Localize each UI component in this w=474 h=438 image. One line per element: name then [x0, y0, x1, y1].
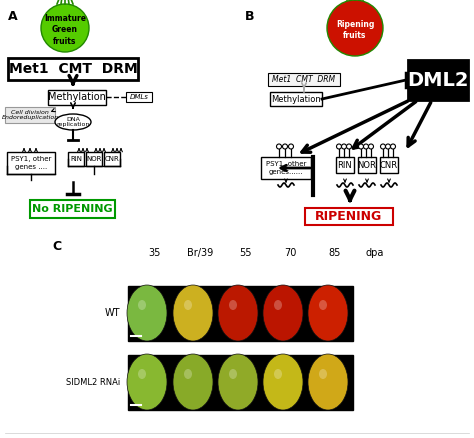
- Ellipse shape: [218, 285, 258, 341]
- FancyBboxPatch shape: [68, 152, 84, 166]
- Text: DMLs: DMLs: [129, 94, 148, 100]
- Text: PSY1, other
genes......: PSY1, other genes......: [266, 161, 306, 175]
- Circle shape: [41, 4, 89, 52]
- Ellipse shape: [274, 300, 282, 310]
- FancyBboxPatch shape: [261, 157, 311, 179]
- Text: No RIPENING: No RIPENING: [32, 204, 112, 214]
- Text: DML2: DML2: [407, 71, 469, 89]
- Text: DNA
replication: DNA replication: [56, 117, 90, 127]
- Text: 55: 55: [239, 248, 251, 258]
- Circle shape: [368, 144, 374, 149]
- Circle shape: [327, 0, 383, 56]
- Text: Methylation: Methylation: [48, 92, 106, 102]
- Ellipse shape: [229, 369, 237, 379]
- Ellipse shape: [274, 369, 282, 379]
- FancyBboxPatch shape: [128, 286, 353, 341]
- Circle shape: [385, 144, 391, 149]
- FancyBboxPatch shape: [380, 157, 398, 173]
- Circle shape: [391, 144, 395, 149]
- Circle shape: [364, 144, 368, 149]
- Ellipse shape: [319, 369, 327, 379]
- FancyBboxPatch shape: [104, 152, 120, 166]
- Ellipse shape: [173, 354, 213, 410]
- Text: 70: 70: [284, 248, 296, 258]
- FancyBboxPatch shape: [305, 208, 393, 225]
- Text: 35: 35: [149, 248, 161, 258]
- FancyBboxPatch shape: [5, 107, 55, 123]
- Circle shape: [381, 144, 385, 149]
- Ellipse shape: [308, 354, 348, 410]
- Ellipse shape: [184, 300, 192, 310]
- Text: RIN: RIN: [337, 160, 352, 170]
- FancyBboxPatch shape: [86, 152, 102, 166]
- Text: 85: 85: [329, 248, 341, 258]
- Text: CNR: CNR: [380, 160, 398, 170]
- Text: NOR: NOR: [86, 156, 102, 162]
- Text: PSY1, other
genes ....: PSY1, other genes ....: [11, 156, 51, 170]
- Text: CNR: CNR: [105, 156, 119, 162]
- Ellipse shape: [55, 114, 91, 130]
- Text: Methylation: Methylation: [271, 95, 321, 103]
- Ellipse shape: [263, 285, 303, 341]
- Text: Cell division
Endoreduplication: Cell division Endoreduplication: [1, 110, 59, 120]
- Text: WT: WT: [104, 308, 120, 318]
- FancyBboxPatch shape: [8, 58, 138, 80]
- Text: C: C: [52, 240, 61, 253]
- Ellipse shape: [138, 369, 146, 379]
- Text: Met1  CMT  DRM: Met1 CMT DRM: [273, 75, 336, 84]
- Ellipse shape: [308, 285, 348, 341]
- Circle shape: [337, 144, 341, 149]
- Text: B: B: [245, 10, 255, 23]
- Circle shape: [358, 144, 364, 149]
- Text: Br/39: Br/39: [187, 248, 213, 258]
- Text: dpa: dpa: [366, 248, 384, 258]
- Text: Immature
Green
fruits: Immature Green fruits: [44, 14, 86, 46]
- Ellipse shape: [127, 285, 167, 341]
- Ellipse shape: [184, 369, 192, 379]
- FancyBboxPatch shape: [48, 90, 106, 105]
- FancyBboxPatch shape: [336, 157, 354, 173]
- Circle shape: [289, 144, 293, 149]
- FancyBboxPatch shape: [358, 157, 376, 173]
- Ellipse shape: [263, 354, 303, 410]
- FancyBboxPatch shape: [408, 60, 468, 100]
- Ellipse shape: [319, 300, 327, 310]
- Text: RIN: RIN: [70, 156, 82, 162]
- FancyBboxPatch shape: [270, 92, 322, 106]
- Circle shape: [276, 144, 282, 149]
- Text: Met1  CMT  DRM: Met1 CMT DRM: [9, 62, 137, 76]
- FancyBboxPatch shape: [7, 152, 55, 174]
- Circle shape: [283, 144, 288, 149]
- Ellipse shape: [218, 354, 258, 410]
- Ellipse shape: [173, 285, 213, 341]
- Ellipse shape: [127, 354, 167, 410]
- FancyBboxPatch shape: [30, 200, 115, 218]
- FancyBboxPatch shape: [128, 355, 353, 410]
- FancyBboxPatch shape: [126, 92, 152, 102]
- Text: Ripening
fruits: Ripening fruits: [336, 20, 374, 40]
- Text: A: A: [8, 10, 18, 23]
- Ellipse shape: [138, 300, 146, 310]
- Text: RIPENING: RIPENING: [315, 210, 383, 223]
- Text: NOR: NOR: [357, 160, 376, 170]
- Circle shape: [346, 144, 352, 149]
- Circle shape: [341, 144, 346, 149]
- Text: SlDML2 RNAi: SlDML2 RNAi: [66, 378, 120, 387]
- FancyBboxPatch shape: [268, 73, 340, 86]
- Ellipse shape: [229, 300, 237, 310]
